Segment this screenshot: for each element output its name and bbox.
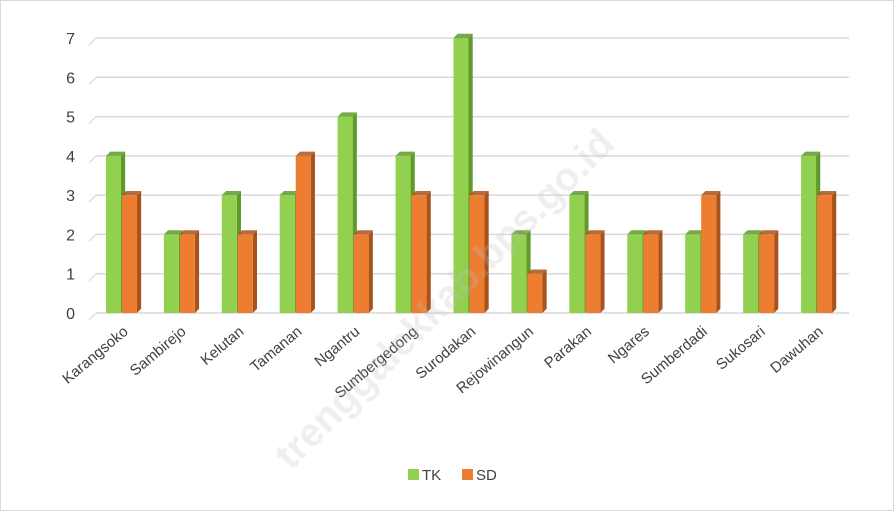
x-tick-label: Sukosari <box>713 323 769 374</box>
y-tick-label: 7 <box>66 31 75 48</box>
x-tick-label: Parakan <box>541 323 595 372</box>
watermark: trenggalekkab.bps.go.id <box>266 121 622 477</box>
x-tick-label: Ngares <box>605 323 653 367</box>
bar-sd-sumberdadi <box>701 190 721 313</box>
gridline-depth <box>88 234 97 242</box>
legend-label-tk: TK <box>422 467 441 484</box>
legend-swatch-tk <box>408 469 419 480</box>
gridline-depth <box>88 155 97 164</box>
y-tick-label: 6 <box>66 70 75 87</box>
y-tick-label: 2 <box>66 227 75 244</box>
bar-sd-sukosari <box>759 230 779 313</box>
bar-sd-rejowinangun <box>527 269 547 313</box>
bar-sd-surodakan <box>469 190 489 313</box>
bar-sd-ngantru <box>353 230 373 313</box>
legend-label-sd: SD <box>476 467 497 484</box>
x-tick-label: Tamanan <box>247 323 305 376</box>
bar-sd-sumbergedong <box>411 190 431 313</box>
x-tick-label: Sambirejo <box>127 323 190 379</box>
y-tick-label: 1 <box>66 267 75 284</box>
gridline-depth <box>88 76 97 85</box>
gridline-depth <box>88 194 97 203</box>
legend-swatch-sd <box>462 469 473 480</box>
bar-sd-ngares <box>643 230 663 313</box>
bar-sd-karangsoko <box>121 190 142 313</box>
x-tick-label: Karangsoko <box>59 323 131 387</box>
bar-sd-sambirejo <box>179 230 200 313</box>
gridline-depth <box>88 312 97 321</box>
bar-sd-tamanan <box>295 151 315 313</box>
bar-sd-dawuhan <box>817 190 837 313</box>
y-axis: 0 1 2 3 4 5 6 7 <box>66 31 75 323</box>
x-tick-label: Dawuhan <box>767 323 826 377</box>
y-tick-label: 3 <box>66 188 75 205</box>
bars <box>105 33 837 314</box>
bar-sd-parakan <box>585 230 605 313</box>
y-tick-label: 0 <box>66 306 75 323</box>
y-tick-label: 4 <box>66 149 75 166</box>
y-tick-label: 5 <box>66 110 75 127</box>
legend: TK SD <box>408 467 497 484</box>
gridline-depth <box>88 37 97 46</box>
x-tick-label: Kelutan <box>197 323 247 369</box>
bar-sd-kelutan <box>237 230 258 313</box>
gridline-depth <box>88 273 97 282</box>
gridline-depth <box>88 116 97 124</box>
